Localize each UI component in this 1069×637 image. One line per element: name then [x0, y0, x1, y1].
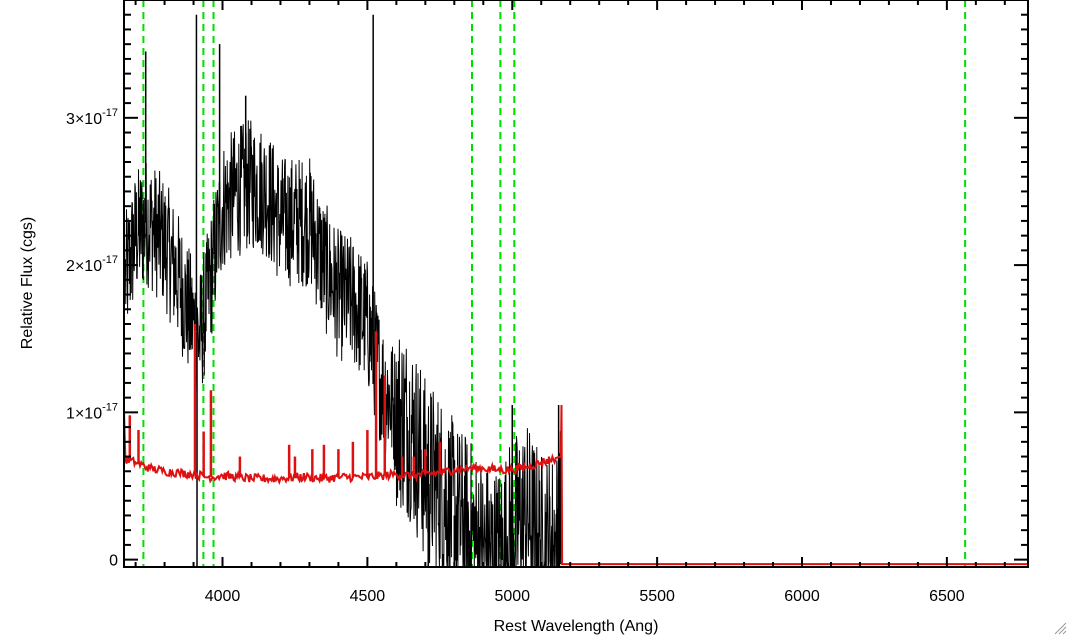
y-axis-title: Relative Flux (cgs) — [19, 217, 36, 349]
x-tick-label: 5000 — [494, 588, 530, 605]
x-tick-label: 4000 — [205, 588, 241, 605]
model-spectrum — [123, 324, 1028, 566]
y-tick-label: 3×10-17 — [66, 107, 118, 128]
plot-frame — [123, 0, 1029, 568]
y-tick-label: 1×10-17 — [66, 401, 118, 422]
x-tick-label: 4500 — [350, 588, 386, 605]
tick-labels: 4000 4500 5000 5500 6000 6500 0 1×10-17 2×10-17 3… — [66, 107, 965, 605]
x-tick-label: 6500 — [929, 588, 965, 605]
x-tick-label: 6000 — [784, 588, 820, 605]
x-tick-label: 5500 — [639, 588, 675, 605]
ticks-layer — [124, 0, 1028, 567]
y-tick-label: 2×10-17 — [66, 254, 118, 275]
y-tick-label: 0 — [109, 553, 118, 570]
x-axis-title: Rest Wavelength (Ang) — [494, 618, 659, 635]
model-spectrum-line — [123, 404, 1028, 566]
resize-grip-icon[interactable] — [1053, 621, 1067, 635]
series-layer — [123, 14, 1028, 568]
